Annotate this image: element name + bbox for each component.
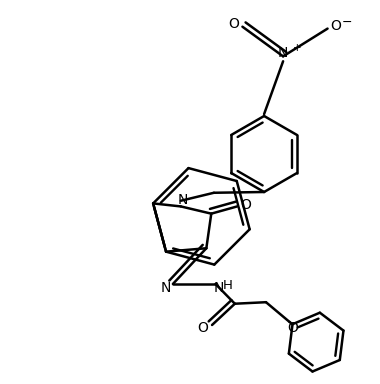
Text: N: N <box>161 281 171 295</box>
Text: H: H <box>223 279 233 291</box>
Text: O: O <box>229 17 239 31</box>
Text: O: O <box>197 321 208 335</box>
Text: −: − <box>341 17 352 30</box>
Text: +: + <box>293 43 302 53</box>
Text: O: O <box>287 321 298 335</box>
Text: O: O <box>331 18 341 33</box>
Text: N: N <box>177 193 188 207</box>
Text: N: N <box>214 281 225 295</box>
Text: O: O <box>240 197 251 212</box>
Text: N: N <box>278 46 288 60</box>
